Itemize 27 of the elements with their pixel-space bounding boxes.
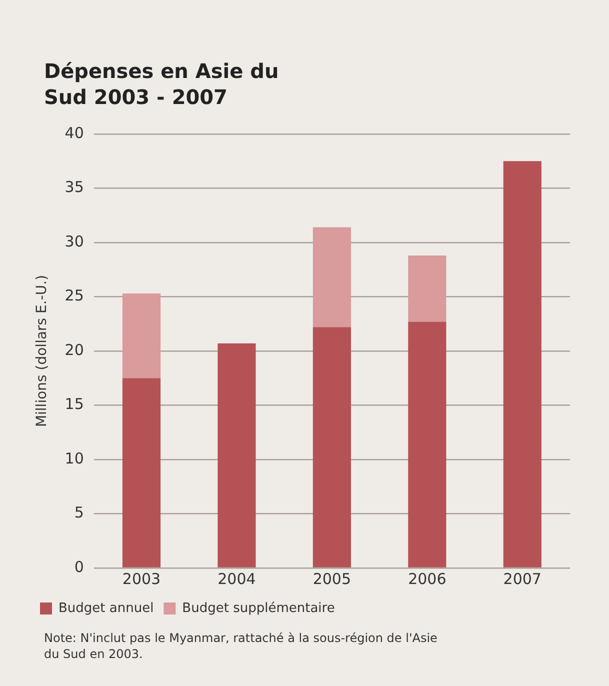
- bar: [312, 227, 351, 328]
- x-tick-label: 2003: [122, 570, 161, 588]
- bar: [122, 378, 161, 568]
- y-tick-label: 20: [64, 340, 84, 359]
- x-tick-label: 2006: [408, 570, 446, 588]
- bar: [122, 293, 161, 378]
- y-tick-label: 30: [64, 232, 84, 250]
- y-tick-label: 10: [64, 449, 84, 468]
- chart-title: Dépenses en Asie du Sud 2003 - 2007: [44, 58, 280, 110]
- bar: [408, 256, 446, 322]
- y-tick-label: 15: [64, 395, 84, 414]
- text: Note: N'inclut pas le Myanmar, rattaché à la sous-région de l'Asie du Sud en 2003.: [44, 630, 438, 662]
- legend-label: Budget supplémentaire: [182, 600, 335, 616]
- x-tick-label: 2004: [218, 570, 256, 588]
- y-tick-label: 0: [74, 558, 84, 576]
- y-tick-label: 5: [74, 504, 84, 522]
- y-tick-label: 25: [64, 286, 84, 305]
- y-tick-label: 40: [64, 124, 84, 142]
- y-tick-label: 35: [64, 178, 84, 196]
- x-tick-label: 2007: [503, 570, 542, 588]
- x-tick-label: 2005: [312, 570, 352, 588]
- y-axis-title: Millions (dollars E.-U.): [34, 274, 50, 428]
- legend-label: Budget annuel: [58, 600, 154, 616]
- bar: [218, 343, 256, 568]
- bar: [312, 327, 351, 568]
- bar: [408, 322, 446, 568]
- bar: [503, 161, 542, 568]
